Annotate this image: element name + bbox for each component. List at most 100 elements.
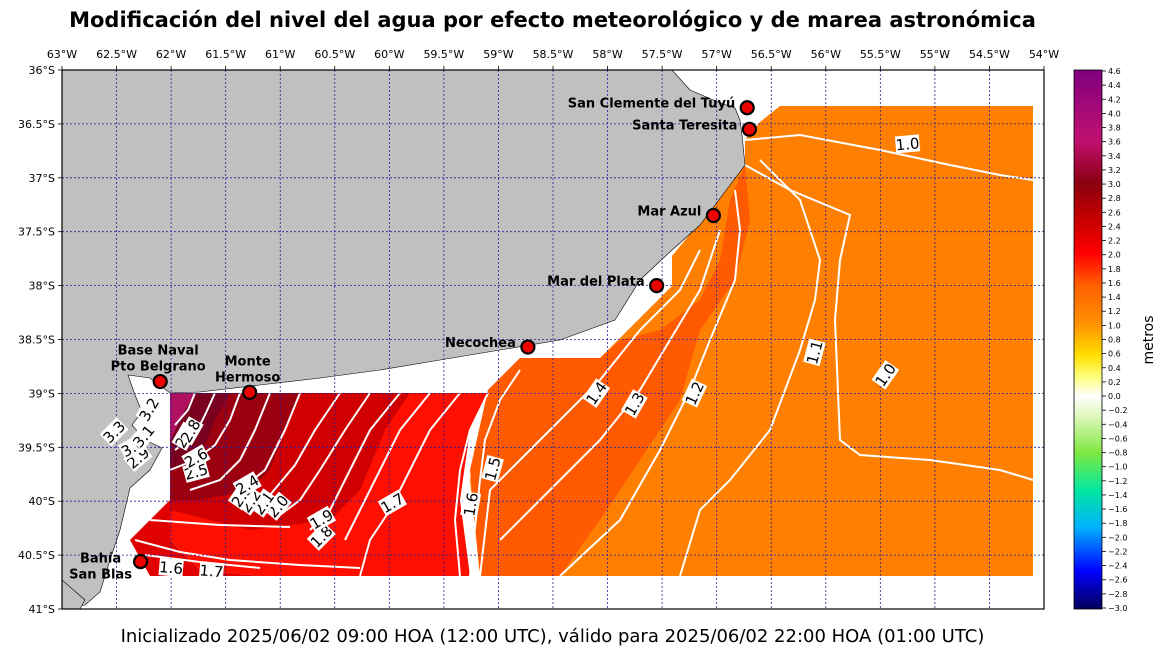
contour-line [174, 392, 196, 426]
colorbar-tick-label: −1.8 [1108, 519, 1127, 528]
station-label: Base Naval Pto Belgrano [111, 344, 206, 375]
lon-tick-label: 59.5°W [423, 48, 464, 61]
contour-label-bg [481, 454, 504, 483]
contour-label-bg [198, 561, 225, 581]
contour-label-bg [232, 471, 262, 498]
colorbar-tick-label: 1.0 [1108, 321, 1121, 330]
contour-label-bg [249, 488, 278, 518]
colorbar-tick-label: 2.2 [1108, 237, 1121, 246]
lon-tick-label: 59°W [483, 48, 513, 61]
contour-line [279, 392, 371, 516]
colorbar-tick-label: −2.4 [1108, 562, 1127, 571]
contour-label-text: 1.6 [460, 491, 482, 518]
contour-label-bg [681, 378, 708, 408]
lat-tick-label: 36.5°S [18, 118, 55, 131]
contour-label-bg [99, 417, 129, 447]
contour-line [149, 519, 291, 528]
lon-tick-label: 62°W [156, 48, 186, 61]
lon-tick-label: 60.5°W [314, 48, 355, 61]
contour-label-bg [871, 360, 900, 390]
latitude-ticks: 36°S 36.5°S 37°S 37.5°S 38°S 38.5°S 39°S 39.5°S… [18, 64, 62, 616]
contour-label-bg [306, 521, 336, 551]
contour-line [479, 249, 701, 577]
station-marker[interactable] [152, 373, 168, 390]
map-title: Modificación del nivel del agua por efec… [69, 8, 1036, 32]
colorbar-tick-label: 1.2 [1108, 307, 1121, 316]
contour-label: 1.6 [460, 491, 482, 518]
colorbar-tick-label: −1.4 [1108, 491, 1127, 500]
validity-footer: Inicializado 2025/06/02 09:00 HOA (12:00… [120, 626, 985, 647]
contour-label-bg [377, 489, 407, 517]
colorbar-tick-label: 4.4 [1108, 81, 1121, 90]
station-marker[interactable] [649, 278, 665, 294]
longitude-ticks: 63°W 62.5°W 62°W 61.5°W 61°W 60.5°W 60°W 59.5°W… [47, 48, 1059, 70]
colorbar-tick-label: −1.0 [1108, 463, 1127, 472]
colorbar-tick-label: 3.6 [1108, 138, 1121, 147]
colorbar-tick-label: −0.8 [1108, 449, 1127, 458]
lon-tick-label: 58.5°W [533, 48, 574, 61]
colorbar-tick-label: −2.2 [1108, 547, 1127, 556]
colorbar-tick-label: −0.6 [1108, 434, 1127, 443]
station-marker[interactable] [520, 339, 536, 355]
contour-line [744, 133, 1034, 181]
lon-tick-label: 62.5°W [96, 48, 137, 61]
lon-tick-label: 54°W [1029, 48, 1059, 61]
land-mass-south [62, 579, 86, 609]
colorbar-tick-label: 4.0 [1108, 109, 1121, 118]
contour-label-bg [181, 444, 211, 472]
colorbar-label: metros [1141, 315, 1157, 364]
colorbar-tick-label: 0.2 [1108, 378, 1121, 387]
colorbar: 4.6 4.4 4.2 4.0 3.8 3.6 3.4 3.2 3.0 2.8 2.6 2.4 2.2 2… [1073, 67, 1157, 613]
contour-line [453, 392, 489, 577]
colorbar-tick-label: 3.0 [1108, 180, 1121, 189]
station-marker[interactable] [741, 121, 758, 137]
lon-tick-label: 56°W [811, 48, 841, 61]
station-marker[interactable] [739, 100, 755, 116]
lon-tick-label: 60°W [374, 48, 404, 61]
colorbar-ticks: 4.6 4.4 4.2 4.0 3.8 3.6 3.4 3.2 3.0 2.8 2.6 2.4 2.2 2… [1102, 67, 1127, 613]
colorbar-tick-label: 0.0 [1108, 392, 1121, 401]
colorbar-tick-label: −1.6 [1108, 505, 1127, 514]
contour-label: 1.1 [803, 338, 827, 366]
lon-tick-label: 55°W [920, 48, 950, 61]
contour-line [359, 392, 461, 577]
lat-tick-label: 38.5°S [18, 334, 55, 347]
contour-label-bg [129, 421, 158, 451]
field-darkorange [470, 165, 750, 576]
lat-tick-label: 38°S [29, 280, 55, 293]
colorbar-tick-label: 3.8 [1108, 124, 1121, 133]
colorbar-tick-label: 2.8 [1108, 194, 1121, 203]
colorbar-tick-label: 2.4 [1108, 222, 1121, 231]
colorbar-tick-label: 4.2 [1108, 95, 1121, 104]
stations: San Clemente del Tuyú Santa Teresita Mar A… [69, 97, 758, 583]
lat-tick-label: 40°S [29, 495, 55, 508]
lon-tick-label: 58°W [592, 48, 622, 61]
station-label: Necochea [445, 336, 516, 351]
colorbar-tick-label: 2.6 [1108, 208, 1121, 217]
colorbar-tick-label: 0.8 [1108, 336, 1121, 345]
lon-tick-label: 56.5°W [751, 48, 792, 61]
colorbar-tick-label: 1.6 [1108, 279, 1121, 288]
contour-label-bg [123, 443, 153, 472]
contour-label: 1.6 [158, 558, 184, 578]
lon-tick-label: 55.5°W [860, 48, 901, 61]
contour-label-bg [176, 416, 204, 446]
lon-tick-label: 63°W [47, 48, 77, 61]
contour-line [189, 392, 271, 491]
contour-label: 1.0 [894, 134, 921, 154]
contour-label-bg [135, 394, 163, 424]
colorbar-tick-label: 2.0 [1108, 251, 1121, 260]
contour-label-text: 1.6 [158, 558, 183, 578]
station-marker[interactable] [132, 553, 149, 570]
colorbar-tick-label: −2.0 [1108, 533, 1127, 542]
lat-tick-label: 39.5°S [18, 441, 55, 454]
colorbar-tick-label: −1.2 [1108, 477, 1127, 486]
contour-line [559, 189, 742, 577]
colorbar-tick-label: −0.2 [1108, 406, 1127, 415]
colorbar-tick-label: 1.4 [1108, 293, 1121, 302]
station-marker[interactable] [242, 384, 258, 400]
lon-tick-label: 61.5°W [205, 48, 246, 61]
contour-label-bg [894, 134, 921, 154]
station-marker[interactable] [705, 207, 721, 224]
lon-tick-label: 61°W [265, 48, 295, 61]
